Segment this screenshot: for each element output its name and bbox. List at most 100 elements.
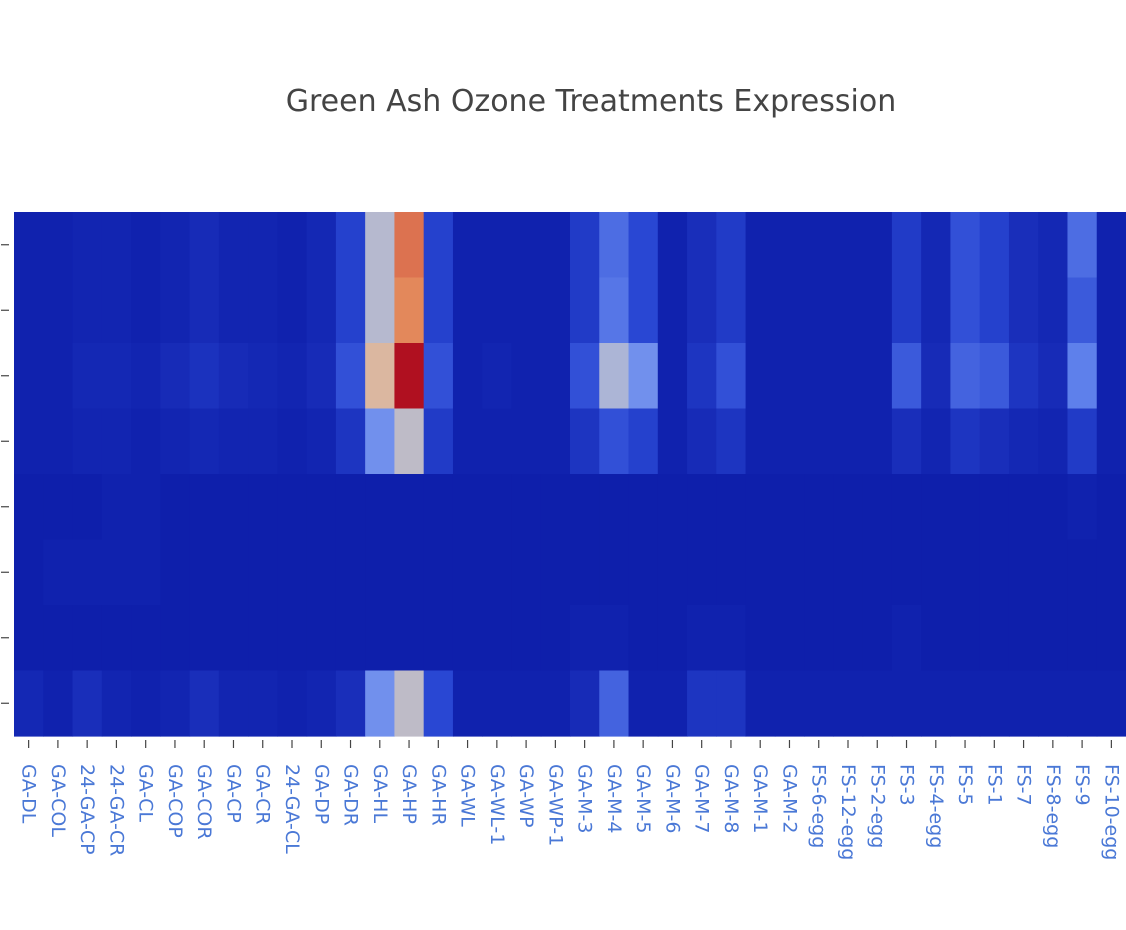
- heatmap-cell: [248, 670, 278, 737]
- heatmap-cell: [1096, 277, 1126, 344]
- heatmap-cell: [72, 605, 103, 672]
- heatmap-cell: [14, 277, 44, 344]
- heatmap-cell: [1067, 539, 1098, 606]
- heatmap-cell: [921, 212, 952, 279]
- heatmap-cell: [599, 670, 630, 737]
- heatmap-cell: [774, 212, 805, 279]
- heatmap-cell: [248, 605, 278, 672]
- heatmap-cell: [804, 343, 834, 410]
- heatmap-cell: [452, 539, 483, 606]
- x-tick-label: GA-M-5: [632, 764, 654, 834]
- heatmap-cell: [1096, 408, 1126, 475]
- x-tick-label: GA-COR: [193, 764, 215, 840]
- x-tick-label: FS-1: [983, 764, 1005, 806]
- heatmap-cell: [804, 474, 834, 541]
- heatmap-cell: [570, 277, 600, 344]
- heatmap-cell: [248, 474, 278, 541]
- heatmap-cell: [1096, 539, 1126, 606]
- heatmap-cell: [72, 343, 103, 410]
- heatmap-cell: [131, 212, 161, 279]
- heatmap-cell: [950, 408, 981, 475]
- heatmap-cell: [979, 605, 1010, 672]
- heatmap-cell: [218, 408, 249, 475]
- x-tick-label: GA-M-4: [603, 764, 625, 834]
- x-tick-label: FS-7: [1013, 764, 1035, 806]
- heatmap-cell: [452, 212, 483, 279]
- heatmap-cell: [423, 474, 454, 541]
- heatmap-cell: [979, 343, 1010, 410]
- heatmap-cell: [452, 474, 483, 541]
- heatmap-cell: [1008, 343, 1039, 410]
- heatmap-cell: [482, 212, 513, 279]
- x-tick-label: GA-WP-1: [544, 764, 566, 846]
- x-tick-label: GA-HP: [398, 764, 420, 824]
- heatmap-cell: [511, 474, 542, 541]
- heatmap-cell: [306, 474, 337, 541]
- heatmap-cell: [570, 343, 600, 410]
- heatmap-cell: [687, 212, 717, 279]
- heatmap-cell: [950, 474, 981, 541]
- heatmap-cell: [423, 605, 454, 672]
- heatmap-cell: [687, 277, 717, 344]
- heatmap-cell: [628, 277, 659, 344]
- heatmap-cell: [774, 605, 805, 672]
- heatmap-cell: [43, 605, 74, 672]
- heatmap-cell: [1038, 277, 1069, 344]
- heatmap-cell: [716, 605, 747, 672]
- heatmap-cell: [511, 605, 542, 672]
- heatmap-cell: [365, 212, 396, 279]
- heatmap-cell: [335, 605, 366, 672]
- heatmap-cell: [43, 474, 74, 541]
- heatmap-cell: [72, 277, 103, 344]
- heatmap-cell: [950, 670, 981, 737]
- heatmap-cell: [511, 539, 542, 606]
- heatmap-cell: [921, 605, 952, 672]
- heatmap-cell: [745, 343, 776, 410]
- heatmap-cell: [482, 343, 513, 410]
- heatmap-cell: [218, 474, 249, 541]
- y-axis-ticks: [1, 244, 9, 704]
- heatmap-cell: [189, 212, 220, 279]
- heatmap-cell: [716, 343, 747, 410]
- heatmap-cell: [862, 605, 893, 672]
- heatmap-cell: [950, 605, 981, 672]
- heatmap-cell: [248, 343, 278, 410]
- heatmap-cell: [1038, 670, 1069, 737]
- heatmap-cell: [511, 277, 542, 344]
- heatmap-cell: [43, 277, 74, 344]
- heatmap-cell: [891, 277, 922, 344]
- heatmap-cell: [335, 670, 366, 737]
- heatmap-cell: [335, 539, 366, 606]
- heatmap-cells: [14, 212, 1126, 737]
- heatmap-cell: [774, 277, 805, 344]
- heatmap-cell: [306, 670, 337, 737]
- heatmap-cell: [628, 474, 659, 541]
- heatmap-cell: [131, 277, 161, 344]
- heatmap-cell: [979, 408, 1010, 475]
- heatmap-cell: [833, 539, 864, 606]
- heatmap-cell: [189, 474, 220, 541]
- heatmap-cell: [1008, 212, 1039, 279]
- heatmap-cell: [43, 343, 74, 410]
- x-tick-label: GA-DP: [310, 764, 332, 824]
- heatmap-cell: [1038, 408, 1069, 475]
- heatmap-cell: [43, 670, 74, 737]
- heatmap-cell: [101, 474, 132, 541]
- heatmap-cell: [306, 212, 337, 279]
- x-tick-label: FS-4-egg: [925, 764, 947, 848]
- heatmap-cell: [511, 670, 542, 737]
- heatmap-cell: [1008, 539, 1039, 606]
- heatmap-cell: [774, 539, 805, 606]
- heatmap-cell: [833, 212, 864, 279]
- heatmap-cell: [921, 277, 952, 344]
- heatmap-cell: [72, 212, 103, 279]
- heatmap-cell: [189, 670, 220, 737]
- x-tick-label: 24-GA-CR: [105, 764, 127, 856]
- heatmap-cell: [540, 343, 571, 410]
- heatmap-cell: [804, 539, 834, 606]
- heatmap-cell: [862, 277, 893, 344]
- x-tick-label: FS-10-egg: [1100, 764, 1122, 860]
- x-tick-label: GA-M-3: [574, 764, 596, 834]
- chart-title: Green Ash Ozone Treatments Expression: [286, 84, 896, 119]
- heatmap-cell: [833, 670, 864, 737]
